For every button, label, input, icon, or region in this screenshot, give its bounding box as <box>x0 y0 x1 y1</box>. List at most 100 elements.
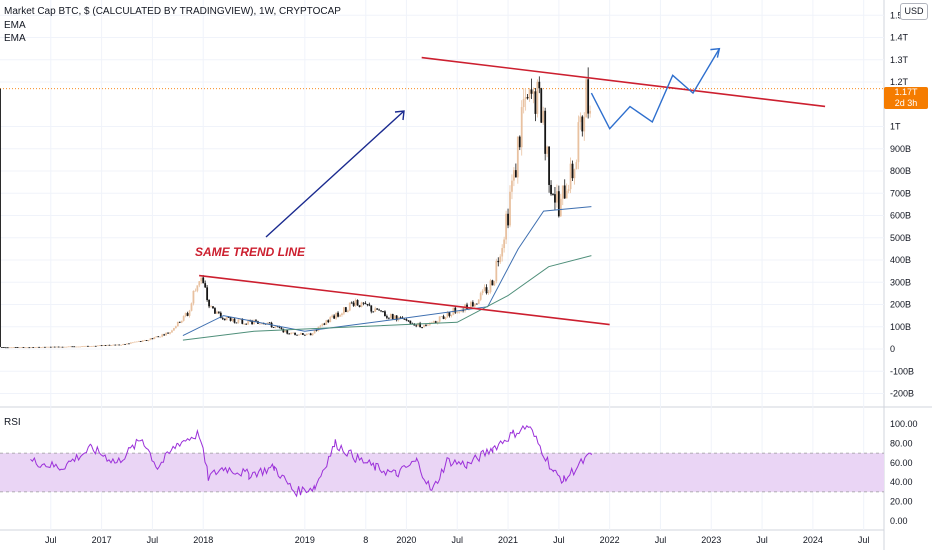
candle-body <box>458 311 461 313</box>
candle-body <box>513 170 515 181</box>
candle-body <box>438 316 441 322</box>
candle-body <box>231 318 234 321</box>
candle-body <box>511 180 513 192</box>
candle-body <box>120 344 123 346</box>
candle-body <box>153 337 156 340</box>
candle-body <box>540 88 543 123</box>
candle-body <box>370 305 373 312</box>
candle-body <box>237 319 240 323</box>
candle-body <box>288 333 291 335</box>
rsi-y-tick-label: 20.00 <box>890 497 913 507</box>
x-tick-label: Jul <box>553 535 565 545</box>
candle-body <box>202 277 205 284</box>
candle-body <box>239 319 242 321</box>
candle-body <box>57 346 60 348</box>
y-tick-label: 500B <box>890 233 911 243</box>
candle-body <box>436 321 439 324</box>
candle-body <box>298 334 300 336</box>
candle-body <box>296 334 298 336</box>
candle-body <box>526 97 529 99</box>
candle-body <box>391 314 394 320</box>
candle-body <box>585 79 588 118</box>
candle-body <box>343 307 345 314</box>
candle-body <box>227 317 230 318</box>
candle-body <box>520 107 523 148</box>
candle-body <box>278 326 281 328</box>
trend-arrow <box>265 110 405 238</box>
candle-body <box>194 290 197 292</box>
candle-body <box>425 324 427 326</box>
candle-body <box>24 347 27 349</box>
last-price-badge: 1.17T 2d 3h <box>884 87 928 109</box>
candle-body <box>532 91 535 94</box>
candle-body <box>350 302 353 304</box>
x-tick-label: 2024 <box>803 535 823 545</box>
candle-body <box>247 320 250 325</box>
rsi-title: RSI <box>4 417 21 428</box>
candle-body <box>196 285 199 291</box>
candle-body <box>258 323 261 325</box>
candle-body <box>214 308 216 314</box>
candle-body <box>301 333 304 335</box>
candle-body <box>6 347 9 349</box>
candle-body <box>73 346 76 348</box>
rsi-line <box>30 424 592 498</box>
x-tick-label: 2022 <box>600 535 620 545</box>
candle-body <box>159 336 162 338</box>
candle-body <box>133 341 136 343</box>
candle-body <box>514 170 517 178</box>
candle-body <box>589 110 592 114</box>
x-tick-label: 2019 <box>295 535 315 545</box>
y-tick-label: 100B <box>890 322 911 332</box>
candle-body <box>12 347 15 348</box>
candle-body <box>253 320 255 324</box>
axis-layer: 1.5T 1.4T 1.3T 1.2T 1T 900B 800B 700B 600B 500B 40… <box>4 10 918 545</box>
candle-body <box>28 347 31 349</box>
candle-body <box>34 347 37 348</box>
currency-button[interactable]: USD <box>900 3 928 20</box>
candle-body <box>499 256 502 263</box>
candle-body <box>311 333 314 336</box>
y-tick-label: 400B <box>890 255 911 265</box>
candle-body <box>180 320 183 323</box>
candle-body <box>327 320 330 323</box>
candle-body <box>16 347 19 348</box>
x-tick-label: 2018 <box>193 535 213 545</box>
candle-body <box>4 347 7 349</box>
candle-body <box>92 345 95 347</box>
candle-body <box>573 169 576 179</box>
candle-body <box>176 321 179 327</box>
candle-body <box>528 89 531 99</box>
candle-body <box>124 343 126 345</box>
candle-body <box>110 345 113 347</box>
candle-body <box>548 146 550 185</box>
candle-body <box>360 302 363 307</box>
candle-body <box>161 334 164 337</box>
bar-countdown: 2d 3h <box>894 98 918 108</box>
candle-body <box>131 342 134 344</box>
candle-body <box>128 343 130 345</box>
candle-body <box>38 346 40 348</box>
candle-body <box>403 319 406 320</box>
x-tick-label: 2023 <box>701 535 721 545</box>
candle-body <box>503 239 506 249</box>
candle-body <box>483 287 486 291</box>
y-tick-label: 1.4T <box>890 33 909 43</box>
candle-body <box>395 315 398 321</box>
candle-body <box>309 333 312 336</box>
candle-body <box>206 287 209 301</box>
candle-body <box>284 330 287 333</box>
candle-body <box>85 345 87 347</box>
candle-body <box>182 316 185 321</box>
candle-body <box>456 312 459 313</box>
rsi-y-tick-label: 100.00 <box>890 419 918 429</box>
candle-body <box>280 327 283 329</box>
ema-slow-line <box>182 255 592 341</box>
candle-body <box>212 306 214 309</box>
candle-body <box>561 185 564 199</box>
candle-body <box>577 122 580 163</box>
candle-body <box>243 323 246 325</box>
candle-body <box>544 110 547 154</box>
candle-body <box>448 312 451 316</box>
